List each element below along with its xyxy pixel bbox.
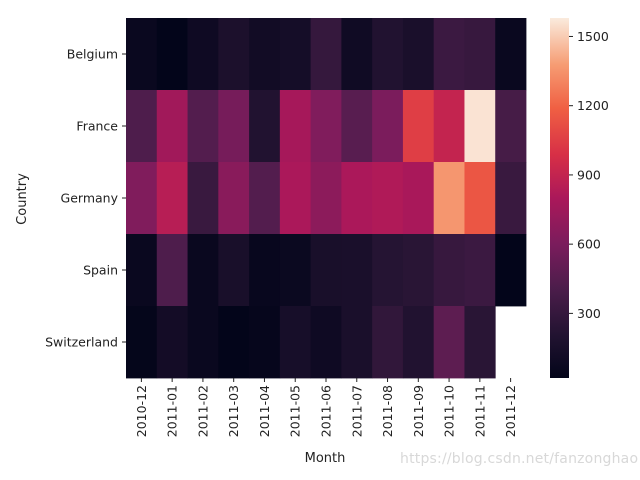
- x-axis-label: Month: [305, 451, 346, 466]
- heatmap-cell: [372, 18, 404, 91]
- heatmap-cell: [126, 162, 158, 235]
- heatmap-cell: [310, 306, 342, 379]
- x-tick-label: 2011-10: [442, 385, 457, 437]
- heatmap-cell: [341, 162, 373, 235]
- heatmap-cell: [279, 90, 312, 163]
- heatmap-cell: [279, 306, 312, 379]
- heatmap-cell: [126, 306, 158, 379]
- x-tick-label: 2010-12: [134, 385, 149, 437]
- heatmap-cell: [156, 162, 188, 235]
- heatmap-cell: [218, 162, 250, 235]
- colorbar-tick-label: 300: [577, 306, 601, 321]
- heatmap-cell: [341, 234, 373, 307]
- heatmap-cell: [310, 162, 342, 235]
- x-tick-label: 2011-12: [503, 385, 518, 437]
- x-tick-label: 2011-09: [411, 385, 426, 437]
- heatmap-cell: [464, 234, 496, 307]
- heatmap-cell: [464, 306, 496, 379]
- colorbar-ticks: 300 600 900 1200 1500: [569, 29, 609, 321]
- heatmap-cell: [310, 90, 342, 163]
- x-axis-ticks: 2010-12 2011-01 2011-02 2011-03 2011-04 2011-…: [134, 378, 518, 437]
- heatmap-cell: [341, 90, 373, 163]
- y-axis-label: Country: [15, 173, 30, 225]
- heatmap-cell: [187, 18, 219, 91]
- heatmap-cell: [372, 306, 404, 379]
- heatmap-cell: [341, 18, 373, 91]
- heatmap-cell: [495, 234, 527, 307]
- heatmap-cell: [187, 234, 219, 307]
- colorbar-tick-label: 900: [577, 167, 601, 182]
- colorbar-tick-label: 1500: [577, 29, 609, 44]
- heatmap-cell: [402, 90, 435, 163]
- heatmap-cell: [464, 18, 496, 91]
- heatmap-cell: [402, 306, 435, 379]
- y-axis-ticks: Belgium France Germany Spain Switzerland: [45, 47, 126, 350]
- heatmap-cell: [279, 162, 312, 235]
- x-tick-label: 2011-05: [288, 385, 303, 437]
- heatmap-cell: [402, 234, 435, 307]
- heatmap-cell: [433, 234, 465, 307]
- heatmap-cell: [187, 162, 219, 235]
- y-tick-label: Germany: [61, 191, 119, 206]
- y-tick-label: Switzerland: [45, 335, 118, 350]
- heatmap-cell: [495, 162, 527, 235]
- x-tick-label: 2011-08: [380, 385, 395, 437]
- heatmap-cell: [249, 306, 281, 379]
- x-tick-label: 2011-07: [349, 385, 364, 437]
- heatmap-cell: [126, 90, 158, 163]
- heatmap-cell: [433, 90, 465, 163]
- heatmap-cell: [433, 306, 465, 379]
- heatmap-cell: [402, 18, 435, 91]
- heatmap-cell: [372, 234, 404, 307]
- y-tick-label: Spain: [83, 263, 118, 278]
- heatmap-cell: [249, 234, 281, 307]
- heatmap-cell: [126, 234, 158, 307]
- heatmap-cell: [372, 162, 404, 235]
- heatmap-cell: [218, 90, 250, 163]
- heatmap-cell: [279, 18, 312, 91]
- heatmap-cell: [464, 90, 496, 163]
- heatmap-cell: [187, 306, 219, 379]
- x-tick-label: 2011-02: [195, 385, 210, 437]
- heatmap-cell: [249, 162, 281, 235]
- heatmap-cell: [279, 234, 312, 307]
- heatmap-cell: [187, 90, 219, 163]
- heatmap-cell: [249, 90, 281, 163]
- heatmap-cell: [433, 18, 465, 91]
- colorbar-tick-label: 600: [577, 237, 601, 252]
- heatmap-cell: [372, 90, 404, 163]
- colorbar-tick-label: 1200: [577, 98, 609, 113]
- y-tick-label: Belgium: [67, 47, 118, 62]
- heatmap-cell: [156, 18, 188, 91]
- x-tick-label: 2011-11: [472, 385, 487, 437]
- heatmap-cell: [218, 18, 250, 91]
- heatmap-cell: [495, 90, 527, 163]
- x-tick-label: 2011-01: [165, 385, 180, 437]
- heatmap-cells: [126, 18, 527, 379]
- heatmap-cell: [402, 162, 435, 235]
- heatmap-cell: [433, 162, 465, 235]
- heatmap-cell: [495, 18, 527, 91]
- watermark-text: https://blog.csdn.net/fanzonghao: [400, 451, 639, 467]
- heatmap-cell: [310, 234, 342, 307]
- heatmap-cell: [126, 18, 158, 91]
- heatmap-cell: [464, 162, 496, 235]
- heatmap-cell: [156, 90, 188, 163]
- x-tick-label: 2011-04: [257, 385, 272, 437]
- heatmap-cell: [156, 234, 188, 307]
- x-tick-label: 2011-06: [319, 385, 334, 437]
- heatmap-cell: [341, 306, 373, 379]
- x-tick-label: 2011-03: [226, 385, 241, 437]
- heatmap-cell: [249, 18, 281, 91]
- heatmap-cell: [218, 234, 250, 307]
- heatmap-cell: [218, 306, 250, 379]
- y-tick-label: France: [76, 119, 118, 134]
- heatmap-cell: [310, 18, 342, 91]
- colorbar: [550, 18, 569, 378]
- heatmap-cell: [156, 306, 188, 379]
